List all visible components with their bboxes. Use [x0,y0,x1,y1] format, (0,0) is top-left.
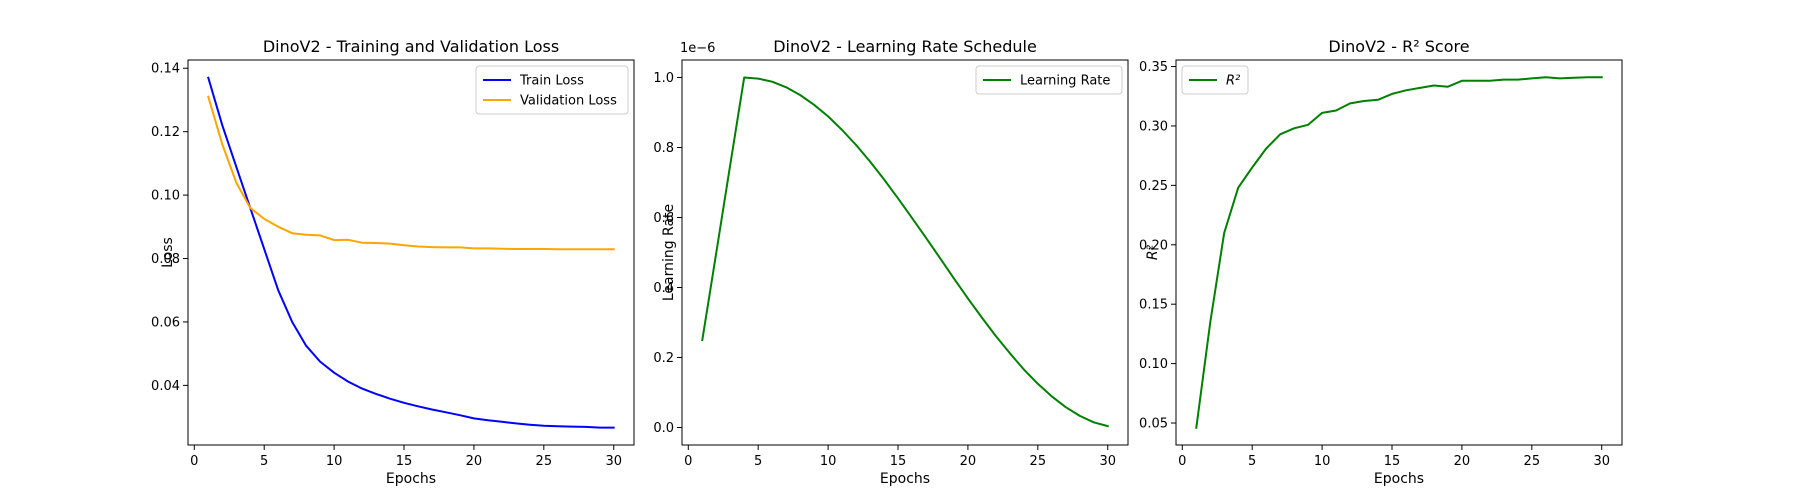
x-tick-label: 5 [754,454,762,469]
x-axis-label: Epochs [1374,471,1424,487]
x-tick-label: 0 [684,454,692,469]
y-tick-label: 0.10 [1139,357,1168,372]
series-line-1 [1195,76,1603,429]
y-tick-label: 0.6 [653,211,674,226]
y-tick-label: 0.15 [1139,298,1168,313]
y-tick-label: 0.30 [1139,119,1168,134]
subplot-1: DinoV2 - Training and Validation Loss 0 5 1… [151,37,635,487]
x-tick-label: 30 [1099,454,1116,469]
x-tick-label: 25 [1524,454,1541,469]
legend-label: Learning Rate [1020,74,1110,89]
y-axis-label: R² [1145,244,1161,260]
y-axis-label: Learning Rate [661,204,677,301]
x-tick-label: 5 [1248,454,1256,469]
x-tick-label: 10 [326,454,343,469]
x-axis-label: Epochs [386,471,436,487]
series-line-2 [207,95,615,251]
y-tick-label: 0.06 [151,315,180,330]
subplot-3: DinoV2 - R² Score 0 5 10 15 20 25 30 0.05 0.10 0.1… [1139,37,1623,487]
y-axis-label: Loss [160,237,176,268]
legend: Learning Rate [975,65,1123,95]
x-tick-label: 15 [890,454,907,469]
chart-title: DinoV2 - Learning Rate Schedule [773,37,1037,56]
y-tick-label: 0.20 [1139,238,1168,253]
legend-label: Validation Loss [520,94,617,109]
y-tick-label: 0.04 [151,379,180,394]
x-tick-label: 5 [260,454,268,469]
x-tick-label: 25 [1030,454,1047,469]
x-tick-label: 20 [960,454,977,469]
y-tick-label: 0.4 [653,281,674,296]
legend-box [975,65,1123,95]
plot-frame [681,59,1129,446]
y-tick-label: 0.12 [151,125,180,140]
y-tick-label: 0.05 [1139,417,1168,432]
y-tick-label: 0.25 [1139,179,1168,194]
legend: Train Loss Validation Loss [475,65,629,115]
y-tick-label: 0.08 [151,252,180,267]
plot-frame [1175,59,1623,446]
y-tick-label: 0.10 [151,189,180,204]
y-tick-label: 0.35 [1139,60,1168,75]
x-tick-label: 20 [1454,454,1471,469]
legend-label: Train Loss [519,74,584,89]
chart-title: DinoV2 - R² Score [1328,37,1469,56]
x-tick-label: 20 [466,454,483,469]
x-tick-label: 10 [1314,454,1331,469]
y-tick-label: 0.8 [653,141,674,156]
legend-label: R² [1226,74,1240,89]
y-tick-label: 1.0 [653,71,674,86]
series-line-1 [701,76,1109,428]
subplot-2: DinoV2 - Learning Rate Schedule 0 5 10 15 20 2… [653,37,1129,487]
x-tick-label: 30 [605,454,622,469]
y-tick-label: 0.14 [151,62,180,77]
y-tick-label: 0.2 [653,351,674,366]
legend-box [475,65,629,115]
x-tick-label: 10 [820,454,837,469]
y-offset-text: 1e−6 [680,41,715,56]
x-tick-label: 30 [1593,454,1610,469]
x-tick-label: 0 [190,454,198,469]
legend: R² [1181,65,1249,95]
plot-frame [187,59,635,446]
x-tick-label: 15 [1384,454,1401,469]
x-tick-label: 0 [1178,454,1186,469]
y-tick-label: 0.0 [653,421,674,436]
series-line-1 [207,76,615,429]
x-tick-label: 25 [536,454,553,469]
chart-title: DinoV2 - Training and Validation Loss [263,37,559,56]
x-tick-label: 15 [396,454,413,469]
x-axis-label: Epochs [880,471,930,487]
